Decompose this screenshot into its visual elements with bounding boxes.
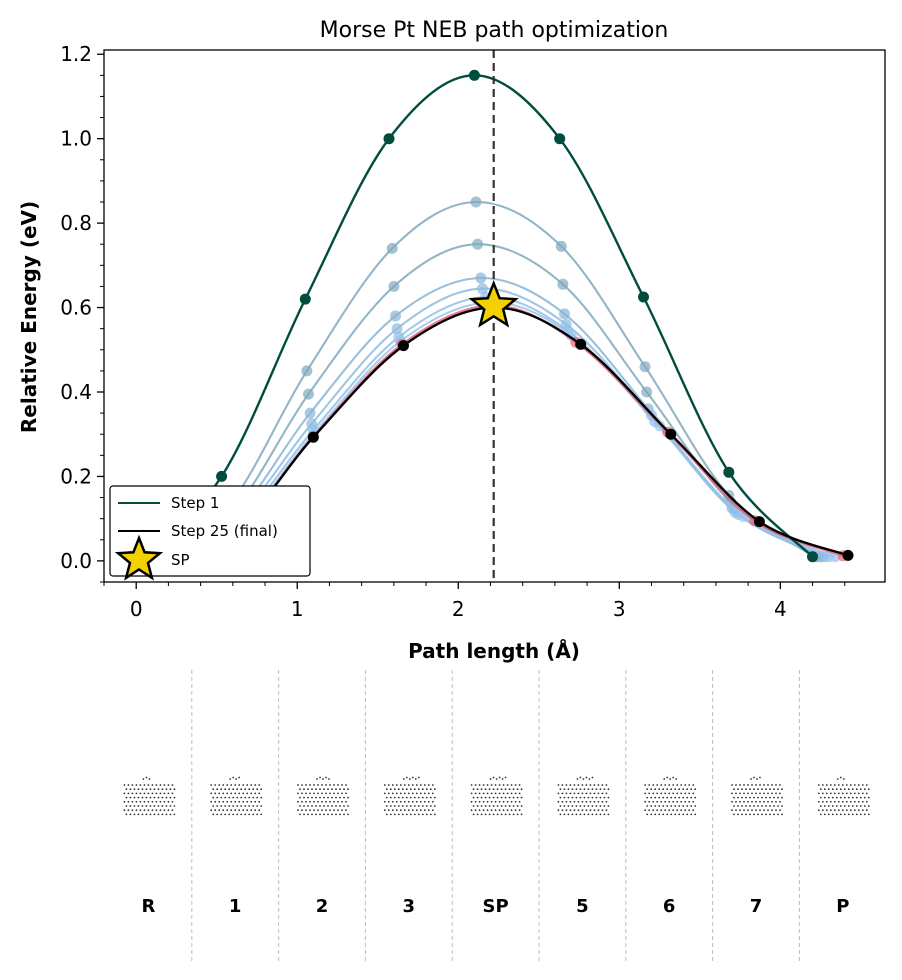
structure-thumbnail	[210, 776, 263, 816]
y-tick-label: 1.0	[60, 127, 92, 151]
legend-step1-label: Step 1	[171, 494, 219, 512]
structure-thumbnail	[123, 776, 176, 816]
x-tick-label: 2	[452, 597, 465, 621]
series-point-8-2	[307, 431, 319, 443]
series-point-0-7	[723, 466, 735, 478]
series-point-3-5	[559, 308, 570, 320]
series-point-1-3	[386, 242, 398, 254]
series-point-3-4	[475, 272, 487, 284]
series-point-4-4	[476, 283, 488, 295]
y-axis-label: Relative Energy (eV)	[17, 201, 41, 433]
series-point-0-1	[216, 470, 228, 482]
structure-label: 6	[663, 896, 676, 917]
y-tick-label: 0.6	[60, 296, 92, 320]
series-point-0-4	[468, 69, 480, 81]
series-point-1-4	[470, 196, 482, 208]
series-point-1-2	[301, 365, 313, 377]
structure-label: P	[836, 896, 849, 917]
structure-label: 7	[750, 896, 763, 917]
series-point-3-3	[390, 310, 401, 322]
series-point-8-6	[665, 428, 677, 440]
structure-thumbnail	[383, 776, 436, 816]
series-point-2-5	[557, 278, 569, 290]
y-tick-label: 1.2	[60, 42, 92, 66]
series-point-1-5	[555, 240, 567, 252]
plot-frame	[103, 49, 886, 583]
neb-energy-chart: Morse Pt NEB path optimization 0 1 2 3 40.00…	[17, 18, 886, 663]
legend: Step 1 Step 25 (final) SP	[109, 485, 311, 581]
series-point-3-2	[304, 407, 316, 419]
series-point-0-2	[299, 293, 311, 305]
structure-thumbnail	[731, 776, 783, 816]
y-tick-label: 0.8	[60, 211, 92, 235]
saddle-point-star	[468, 279, 519, 328]
series-point-2-3	[388, 280, 400, 292]
series-point-1-6	[639, 361, 651, 373]
structure-thumbnail	[644, 776, 697, 816]
y-tick-label: 0.4	[60, 380, 92, 404]
series-point-8-7	[753, 516, 765, 528]
series-point-8-5	[575, 338, 587, 350]
x-tick-label: 3	[613, 597, 626, 621]
structure-label: SP	[483, 896, 509, 917]
series-point-0-8	[807, 551, 818, 563]
structure-thumbnail	[557, 776, 610, 816]
structure-thumbnail	[817, 776, 870, 816]
y-tick-label: 0.2	[60, 464, 92, 488]
series-point-8-8	[842, 549, 854, 561]
legend-sp-star	[114, 534, 164, 581]
legend-sp-label: SP	[171, 551, 190, 569]
series-point-6-6	[654, 420, 666, 432]
structure-thumbnail	[297, 776, 349, 816]
x-axis-label: Path length (Å)	[408, 639, 580, 663]
x-tick-label: 4	[774, 597, 787, 621]
structure-label: 5	[576, 896, 589, 917]
chart-title: Morse Pt NEB path optimization	[320, 18, 669, 43]
x-tick-label: 1	[291, 597, 304, 621]
series-point-2-4	[472, 238, 484, 250]
structure-label: R	[141, 896, 155, 917]
structure-label: 2	[316, 896, 329, 917]
structure-label: 1	[229, 896, 242, 917]
structure-thumbnail	[470, 776, 523, 816]
series-point-2-6	[641, 386, 653, 398]
structure-strip-layer: R 1 2 3 SP 5 6 7 P	[123, 670, 870, 962]
x-tick-label: 0	[130, 597, 143, 621]
legend-final-label: Step 25 (final)	[171, 522, 278, 540]
structure-label: 3	[403, 896, 416, 917]
saddle-point-layer	[468, 279, 519, 328]
series-point-4-3	[391, 323, 403, 335]
axes-layer: 0 1 2 3 4 0.0 0.2 0.4 0.6 0.8 1.0 1.2	[60, 42, 846, 621]
series-point-0-3	[383, 133, 395, 145]
y-tick-label: 0.0	[60, 549, 92, 573]
series-point-0-6	[638, 291, 649, 303]
series-point-0-5	[554, 133, 566, 145]
series-point-2-2	[303, 388, 314, 400]
series-point-8-3	[398, 340, 409, 352]
